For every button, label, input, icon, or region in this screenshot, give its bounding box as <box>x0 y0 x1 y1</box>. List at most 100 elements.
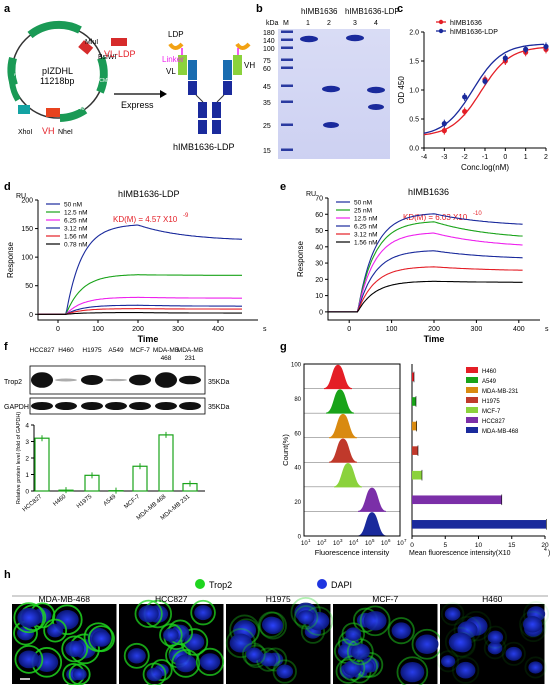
chart-d-legend-label: 6.25 nM <box>64 218 88 225</box>
trop2-membrane-signal <box>123 642 150 669</box>
chart-e-ytick-label: 20 <box>315 277 323 284</box>
panel-a: a pIZDHL 11218bp MluI BsiWI XhoI NheI VH… <box>4 3 255 152</box>
chart-c-xtick-label: -4 <box>421 154 427 161</box>
chart-d-ylabel: Response <box>6 241 15 278</box>
dapi-legend-dot <box>317 579 327 589</box>
dapi-nucleus <box>184 633 205 651</box>
chart-e-legend-label: 50 nM <box>354 200 372 207</box>
chart-d-legend-label: 12.5 nM <box>64 210 88 217</box>
micrograph-label: MDA-MB-468 <box>39 594 91 604</box>
insert-vl-label: VL-LDP <box>104 49 136 59</box>
trop2-membrane-signal <box>341 622 366 646</box>
fc-right-2 <box>212 120 221 134</box>
gel-header-left: hIMB1636 <box>301 7 338 16</box>
chart-c-legend-label: hIMB1636-LDP <box>450 29 498 36</box>
dapi-legend-label: DAPI <box>331 580 352 590</box>
chart-d-unit-x: s <box>263 326 267 333</box>
hist-ytick-label: 40 <box>294 466 301 472</box>
hist-xtick-label: 10 <box>333 541 340 547</box>
chart-f-category-label: A549 <box>103 494 118 508</box>
chart-g-legend-label: A549 <box>482 379 497 385</box>
hist-xtick-label: 10 <box>381 541 388 547</box>
chart-e-axes <box>327 198 540 321</box>
hist-xtick-label: 10 <box>349 541 356 547</box>
trop2-membrane-signal <box>14 644 44 674</box>
vl-left <box>178 55 187 75</box>
chart-g-legend-label: MDA-MB-231 <box>482 389 519 395</box>
dapi-nucleus <box>415 634 439 655</box>
trop2-membrane-signal <box>272 659 297 684</box>
panel-label-f: f <box>4 341 8 353</box>
blot-gapdh-band <box>155 402 177 410</box>
trop2-membrane-signal <box>134 599 163 628</box>
chart-g-legend-label: H460 <box>482 369 497 375</box>
hist-ytick-label: 20 <box>294 500 301 506</box>
chart-g-xtick-label: 20 <box>541 542 549 549</box>
gel-marker-label: 60 <box>263 66 271 73</box>
chart-c-xtick-label: 1 <box>524 154 528 161</box>
gel-marker-label: 180 <box>263 30 275 37</box>
dapi-nucleus <box>146 667 163 682</box>
hist-xlabel: Fluorescence intensity <box>315 548 390 557</box>
chart-c-point <box>543 43 549 50</box>
micrograph-label: H1975 <box>266 594 291 604</box>
chart-c-xtick-label: 2 <box>544 154 548 161</box>
chart-f-category-label: HCC827 <box>22 494 44 514</box>
blot-gapdh-band <box>55 402 77 410</box>
gel-band-lane3 <box>346 34 364 42</box>
chart-g-xtick-label: 0 <box>410 542 414 549</box>
vh-left <box>188 60 197 80</box>
hist-xtick-label: 10 <box>301 541 308 547</box>
chart-f-ytick-label: 3 <box>25 439 29 446</box>
chart-f-bar <box>34 437 50 492</box>
hist-xtick-exp: 3 <box>340 538 343 543</box>
blot-cell-line-label: 468 <box>161 355 172 362</box>
vh-label: VH <box>244 61 255 70</box>
chart-g-xtick-label: 5 <box>443 542 447 549</box>
blot-trop2-band <box>55 378 77 382</box>
plasmid-feature-arc-3 <box>59 106 88 122</box>
blot-cell-line-label: H460 <box>58 347 74 354</box>
chart-d-ytick-label: 50 <box>25 283 33 290</box>
trop2-membrane-signal <box>501 641 526 666</box>
blot-gapdh-band <box>81 402 103 410</box>
chart-e-ytick-label: 40 <box>315 244 323 251</box>
panel-g: g 020406080100101102103104105106107Fluor… <box>280 341 550 557</box>
trop2-membrane-signal <box>159 623 183 647</box>
panel-d: d 0 100 200 300 400 0 50 100 150 200 s RU Time Respon… <box>4 181 267 344</box>
dapi-nucleus <box>35 652 59 672</box>
trop2-membrane-signal <box>440 602 465 626</box>
chart-g-bar <box>412 397 416 406</box>
chart-e-xtick-label: 100 <box>386 326 398 333</box>
insert-vh-label: VH <box>42 126 55 136</box>
chart-e-ytick-label: 10 <box>315 293 323 300</box>
chart-d-kd: KD(M) = 4.57 X10 <box>113 215 178 224</box>
dapi-nucleus <box>343 660 362 676</box>
dapi-nucleus <box>487 641 503 655</box>
chart-c-legend-marker <box>438 19 444 25</box>
feature-pcmv-2: PCMV <box>96 78 111 84</box>
chart-g-bar <box>412 372 414 382</box>
gel-band-lane2-heavy <box>322 85 340 93</box>
gel-marker-label: 100 <box>263 46 275 53</box>
hist-peak <box>325 389 355 414</box>
ldp-right-icon <box>235 42 251 50</box>
trop2-membrane-signal <box>68 663 91 685</box>
chart-d-xtick-label: 200 <box>132 326 144 333</box>
site-nhei: NheI <box>58 129 73 136</box>
gel-marker-band <box>281 148 293 151</box>
chart-e-xtick-label: 0 <box>347 326 351 333</box>
panel-label-h: h <box>4 569 11 581</box>
hist-peak <box>328 413 358 439</box>
dapi-nucleus <box>505 646 522 661</box>
gel-marker-label: 75 <box>263 58 271 65</box>
chart-g-legend-label: H1975 <box>482 399 500 405</box>
hist-ylabel: Count(%) <box>281 434 290 466</box>
express-arrow-head <box>160 90 167 98</box>
gel-m-label: M <box>283 20 289 27</box>
express-label: Express <box>121 100 154 110</box>
chart-f-bar <box>132 465 148 492</box>
chart-g-legend-swatch <box>466 367 478 373</box>
trop2-membrane-signal <box>13 602 45 634</box>
chart-e-ylabel: Response <box>296 240 305 277</box>
